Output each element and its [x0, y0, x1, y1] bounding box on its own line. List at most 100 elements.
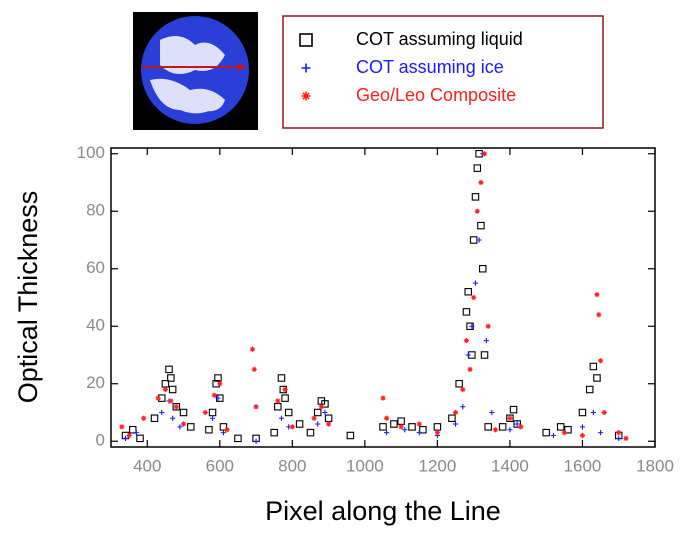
point [518, 424, 524, 430]
point [465, 352, 471, 358]
point [167, 374, 175, 382]
point [122, 435, 129, 441]
y-tick-label: 0 [96, 431, 105, 450]
point [448, 414, 456, 422]
point [284, 408, 293, 417]
point [159, 409, 165, 416]
point [270, 428, 278, 437]
point [379, 423, 387, 431]
point [463, 338, 470, 344]
y-tick-label: 60 [86, 258, 105, 277]
y-tick-label: 40 [86, 316, 105, 335]
point [155, 395, 161, 401]
point [509, 405, 518, 414]
point [460, 404, 466, 410]
point [390, 420, 398, 428]
point [585, 385, 594, 394]
point [542, 428, 550, 437]
point [616, 435, 622, 441]
point [326, 421, 332, 427]
point [275, 398, 281, 404]
point [507, 427, 513, 433]
x-tick-label: 1800 [636, 456, 674, 475]
point [474, 208, 480, 214]
point [398, 424, 404, 430]
point [165, 365, 173, 374]
point [322, 409, 328, 416]
point [492, 427, 499, 433]
point [579, 432, 586, 439]
point [209, 415, 216, 421]
x-tick-label: 600 [206, 456, 234, 475]
point [274, 402, 282, 411]
point [467, 366, 473, 372]
point [281, 394, 289, 402]
point [129, 425, 137, 434]
point [224, 427, 230, 433]
point [313, 408, 322, 417]
point [452, 421, 459, 427]
point [485, 323, 491, 329]
point [598, 358, 604, 364]
point [598, 430, 604, 436]
point [346, 431, 355, 440]
point [578, 408, 587, 417]
point [416, 421, 422, 427]
point [126, 432, 132, 439]
point [464, 287, 472, 296]
point [180, 421, 187, 427]
point [601, 409, 607, 416]
point [168, 385, 177, 394]
point [506, 414, 514, 422]
point [564, 425, 572, 434]
point [469, 323, 475, 329]
point [311, 415, 317, 421]
point [513, 420, 521, 428]
point [623, 435, 629, 441]
point [168, 398, 174, 404]
point [472, 280, 479, 286]
point [214, 374, 222, 382]
legend-marker [301, 91, 311, 101]
point [170, 415, 176, 421]
point [402, 427, 408, 433]
point [514, 421, 520, 427]
point [315, 421, 321, 427]
legend-label: COT assuming ice [356, 57, 504, 77]
point [136, 434, 144, 443]
point [324, 414, 333, 422]
point [187, 423, 195, 431]
point [289, 424, 295, 430]
y-tick-label: 80 [86, 201, 105, 220]
point [561, 430, 567, 436]
point [507, 415, 513, 421]
point [471, 193, 480, 201]
point [434, 430, 440, 436]
point [408, 423, 416, 431]
point [556, 423, 565, 431]
x-tick-label: 800 [278, 456, 306, 475]
point [253, 404, 259, 410]
point [202, 409, 208, 416]
y-axis-title: Optical Thickness [13, 191, 43, 404]
point [282, 386, 288, 393]
point [141, 415, 147, 421]
series [119, 151, 629, 441]
point [179, 408, 188, 417]
point [211, 392, 217, 398]
point [433, 423, 442, 431]
point [616, 430, 622, 436]
legend-label: COT assuming liquid [356, 29, 523, 49]
point [172, 402, 181, 411]
point [416, 430, 422, 436]
point [462, 308, 471, 316]
point [318, 404, 324, 410]
series [121, 150, 623, 443]
legend-label: Geo/Leo Composite [356, 85, 516, 105]
point [150, 414, 159, 422]
point [306, 428, 315, 437]
point [481, 151, 488, 157]
point [253, 438, 259, 444]
point [419, 425, 427, 434]
point [205, 425, 213, 434]
